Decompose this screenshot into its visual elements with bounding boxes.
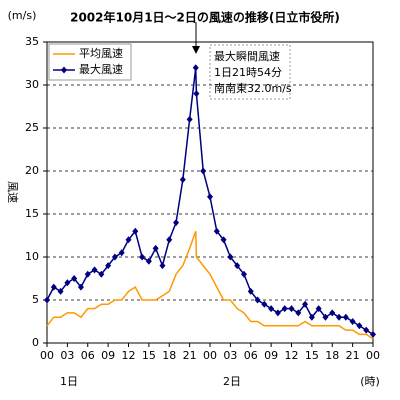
day-label: 2日: [223, 375, 241, 388]
point: [192, 64, 199, 72]
x-tick-label: 00: [366, 349, 380, 362]
y-unit: (m/s): [8, 9, 37, 22]
point: [342, 313, 349, 321]
x-tick-label: 21: [346, 349, 360, 362]
point: [322, 313, 329, 321]
annotation: 最大瞬間風速: [214, 49, 280, 63]
y-tick-label: 0: [32, 336, 39, 349]
legend-label: 最大風速: [79, 62, 123, 76]
point: [105, 262, 112, 270]
point: [268, 305, 275, 313]
point: [261, 300, 268, 308]
point: [281, 305, 288, 313]
arrow-head: [192, 46, 200, 54]
point: [315, 305, 322, 313]
y-tick-label: 10: [25, 250, 39, 263]
y-tick-label: 15: [25, 207, 39, 220]
point: [166, 236, 173, 244]
x-tick-label: 03: [60, 349, 74, 362]
point: [200, 167, 207, 175]
x-tick-label: 12: [285, 349, 299, 362]
x-tick-label: 21: [183, 349, 197, 362]
point: [329, 309, 336, 317]
x-tick-label: 18: [325, 349, 339, 362]
y-axis-label: 風速: [6, 181, 19, 203]
x-axis-label: (時): [360, 375, 380, 388]
point: [64, 279, 71, 287]
point: [145, 257, 152, 265]
point: [186, 115, 193, 123]
point: [71, 275, 78, 282]
point: [349, 318, 356, 325]
point: [159, 262, 166, 270]
point: [370, 330, 376, 338]
annotation-box: [209, 44, 291, 100]
day-label: 1日: [60, 375, 78, 388]
point: [308, 313, 315, 321]
x-tick-label: 09: [264, 349, 278, 362]
point: [111, 253, 118, 261]
y-tick-label: 25: [25, 121, 39, 134]
point: [336, 313, 343, 321]
point: [356, 322, 363, 330]
x-tick-label: 09: [101, 349, 115, 362]
series-line: [46, 67, 374, 336]
y-tick-label: 35: [25, 35, 39, 48]
point: [84, 270, 91, 278]
point: [227, 253, 234, 261]
point: [179, 176, 186, 184]
point: [363, 326, 370, 334]
point: [139, 253, 146, 261]
chart-title: 2002年10月1日～2日の風速の推移(日立市役所): [70, 10, 340, 25]
legend-marker: [61, 66, 67, 74]
point: [50, 283, 57, 291]
x-tick-label: 06: [81, 349, 95, 362]
point: [295, 309, 302, 317]
point: [173, 219, 180, 227]
point: [240, 270, 247, 278]
annotation: 南南東32.0m/s: [214, 82, 292, 95]
y-tick-label: 5: [32, 293, 39, 306]
y-tick-label: 20: [25, 164, 39, 177]
x-tick-label: 15: [305, 349, 319, 362]
point: [220, 236, 227, 244]
point: [193, 90, 200, 98]
point: [274, 309, 281, 317]
point: [118, 249, 125, 257]
point: [98, 270, 105, 278]
x-tick-label: 03: [223, 349, 237, 362]
point: [132, 227, 139, 235]
point: [207, 193, 213, 201]
point: [152, 244, 159, 252]
x-tick-label: 12: [122, 349, 136, 362]
point: [57, 287, 64, 295]
point: [234, 262, 241, 270]
point: [247, 287, 254, 295]
y-tick-label: 30: [25, 78, 39, 91]
series-line: [46, 230, 374, 340]
point: [213, 227, 220, 235]
x-tick-label: 15: [142, 349, 156, 362]
x-tick-label: 00: [203, 349, 217, 362]
x-tick-label: 18: [162, 349, 176, 362]
point: [44, 296, 50, 304]
x-tick-label: 00: [40, 349, 54, 362]
point: [91, 266, 98, 274]
point: [125, 236, 132, 244]
point: [302, 300, 309, 308]
point: [77, 283, 84, 291]
annotation: 1日21時54分: [214, 66, 282, 79]
point: [254, 296, 261, 304]
point: [288, 305, 295, 313]
legend-box: [48, 43, 132, 81]
x-tick-label: 06: [244, 349, 258, 362]
legend-label: 平均風速: [79, 47, 123, 60]
